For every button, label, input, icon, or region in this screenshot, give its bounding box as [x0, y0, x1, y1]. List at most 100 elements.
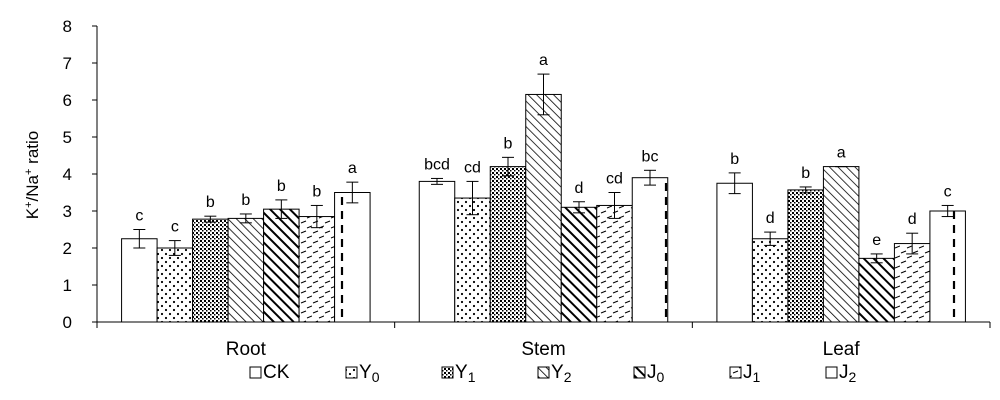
series-Y2: b a a [227, 52, 860, 323]
significance-label: b [241, 192, 250, 209]
y-axis-title-sup1: + [23, 201, 35, 207]
bar [525, 93, 562, 323]
error-bar [204, 215, 217, 223]
legend-item-J0: J0 [633, 362, 665, 385]
error-bar [502, 156, 514, 177]
significance-label: c [944, 183, 952, 200]
y-tick-label: 8 [63, 17, 72, 36]
bar [298, 216, 336, 323]
y-tick-label: 3 [63, 202, 72, 221]
significance-label: d [766, 210, 775, 227]
legend: CK Y0 Y1 Y2 J0 J1 J2 [249, 362, 857, 385]
y-tick-label: 0 [63, 313, 72, 332]
legend-label: CK [263, 362, 290, 383]
error-bar [870, 253, 883, 264]
bar [227, 217, 265, 323]
error-bar [941, 204, 954, 218]
error-bar [431, 177, 443, 185]
legend-item-Y2: Y2 [537, 362, 572, 385]
bar [631, 177, 669, 323]
error-bar [168, 240, 181, 256]
category-label: Root [226, 339, 267, 360]
bar [489, 166, 527, 323]
legend-label: J2 [839, 362, 857, 385]
legend-item-Y0: Y0 [345, 362, 380, 385]
significance-label: d [575, 180, 584, 197]
bar [716, 182, 753, 323]
y-tick-label: 6 [63, 91, 72, 110]
error-bar [275, 199, 288, 219]
bar [858, 257, 895, 323]
series-J1: b cd d [298, 171, 931, 323]
significance-label: b [730, 151, 739, 168]
significance-label: a [348, 160, 357, 177]
x-axis: Root Stem Leaf [96, 321, 991, 360]
series-Y1: b b b [192, 135, 824, 323]
bar [192, 218, 229, 323]
bar [893, 243, 931, 323]
series-J2: a bc c [334, 148, 966, 323]
error-bar [644, 169, 656, 186]
error-bar [537, 73, 550, 116]
error-bar [906, 232, 919, 255]
category-label: Stem [521, 339, 565, 360]
bar [751, 238, 789, 323]
legend-label: Y0 [359, 362, 380, 385]
significance-label: d [908, 211, 917, 228]
bar [334, 192, 371, 323]
significance-label: b [206, 194, 215, 211]
bar [156, 247, 194, 323]
bar [121, 238, 158, 323]
legend-item-Y1: Y1 [441, 362, 476, 385]
significance-label: c [135, 208, 143, 225]
error-bar [346, 181, 359, 204]
series-J0: b d e [263, 178, 895, 323]
bar [560, 206, 598, 323]
y-axis-title-tail: ratio [23, 131, 42, 169]
y-axis-title-sup2: + [23, 169, 35, 175]
bar [822, 166, 860, 323]
legend-item-J2: J2 [825, 362, 857, 385]
error-bar [573, 201, 585, 214]
bar [418, 180, 456, 323]
significance-label: e [872, 232, 881, 249]
bar [929, 210, 966, 323]
significance-label: bcd [424, 156, 450, 173]
y-axis-title-mid: /Na [23, 174, 42, 201]
error-bar [133, 229, 146, 249]
y-tick-label: 4 [63, 165, 72, 184]
legend-swatch [249, 366, 262, 379]
legend-label: J1 [743, 362, 761, 385]
significance-label: b [504, 135, 513, 152]
error-bar [764, 231, 777, 246]
y-axis: 0 1 2 3 4 5 6 7 8 [63, 17, 98, 332]
y-tick-label: 2 [63, 239, 72, 258]
error-bar [799, 186, 812, 194]
error-bar [310, 204, 323, 229]
significance-label: b [801, 165, 810, 182]
error-bar [239, 213, 252, 224]
y-axis-title: K+/Na+ ratio [23, 131, 42, 219]
significance-label: c [171, 219, 179, 236]
legend-item-J1: J1 [729, 362, 761, 385]
significance-label: cd [464, 159, 481, 176]
bar [787, 189, 824, 323]
legend-swatch [729, 366, 742, 379]
category-label: Leaf [823, 339, 861, 360]
significance-label: a [837, 145, 846, 162]
significance-label: b [312, 183, 321, 200]
legend-swatch [633, 366, 646, 379]
legend-label: J0 [647, 362, 665, 385]
error-bar [608, 192, 621, 219]
svg-text:K+/Na+ ratio: K+/Na+ ratio [23, 131, 42, 219]
y-tick-label: 7 [63, 54, 72, 73]
error-bar [466, 180, 479, 216]
legend-swatch [825, 366, 838, 379]
significance-label: a [539, 52, 548, 69]
significance-label: bc [642, 148, 659, 165]
bar [454, 197, 491, 323]
y-axis-title-base: K [23, 207, 42, 219]
significance-label: b [277, 178, 286, 195]
